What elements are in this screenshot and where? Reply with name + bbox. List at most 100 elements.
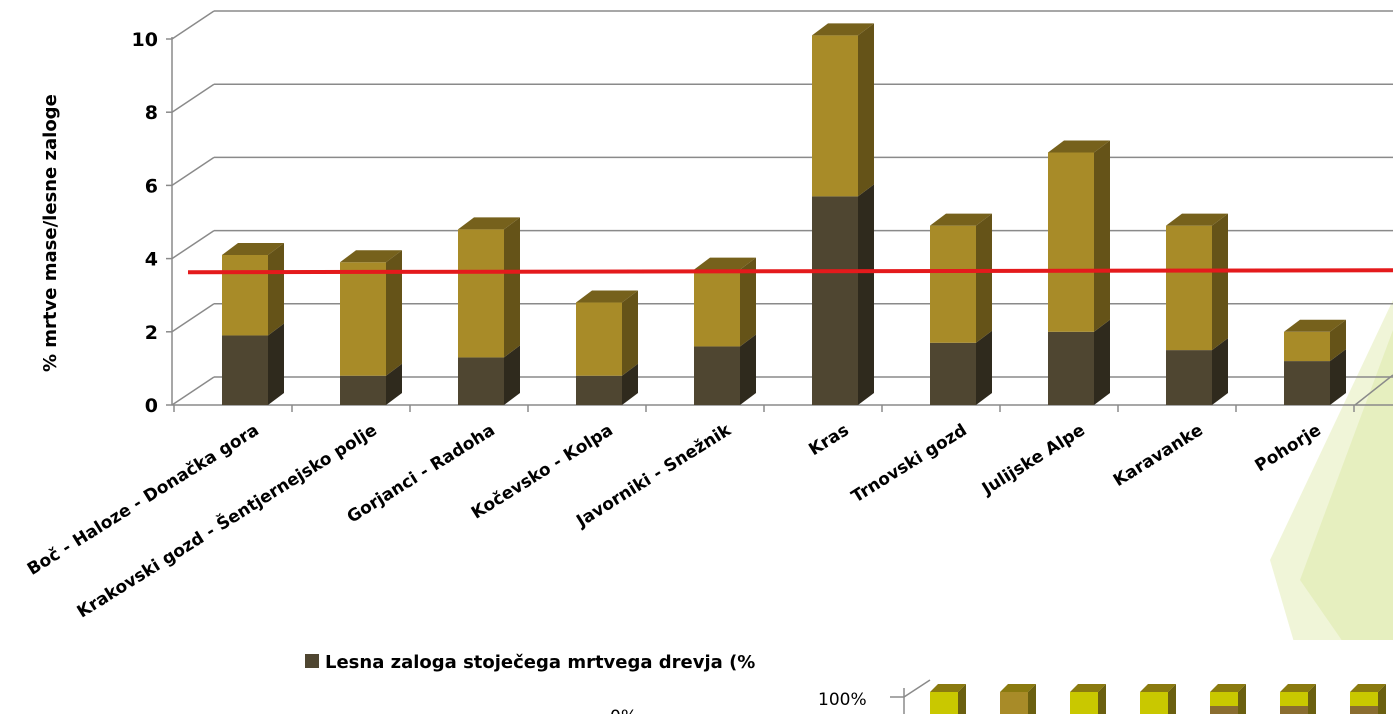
- inset-bar-side: [1378, 684, 1386, 714]
- inset-tick-100: 100%: [818, 690, 867, 710]
- bar-side: [504, 345, 520, 405]
- bar-top: [1166, 213, 1228, 226]
- bar-front: [576, 375, 622, 405]
- bar-top: [340, 250, 402, 263]
- inset-bar-top: [1350, 684, 1386, 692]
- bar-segment-gold: [930, 213, 992, 343]
- inset-fragment-label: 0%: [610, 707, 637, 714]
- bar-segment-dark: [812, 184, 874, 405]
- average-reference-line: [187, 268, 1393, 275]
- inset-bar-lower: [1210, 706, 1238, 714]
- bar-top: [1048, 140, 1110, 153]
- bar-front: [340, 375, 386, 405]
- inset-bar-side: [1168, 684, 1176, 714]
- bar-side: [976, 330, 992, 405]
- bar-segment-gold: [1048, 140, 1110, 332]
- bar-side: [1330, 319, 1346, 362]
- bar-side: [268, 323, 284, 405]
- gridline-wall: [171, 156, 215, 187]
- bar-top: [458, 217, 520, 230]
- bar-segment-dark: [222, 323, 284, 405]
- bar-side: [1212, 338, 1228, 405]
- inset-bar-front: [1070, 692, 1098, 714]
- bar-front: [1048, 331, 1094, 405]
- legend-swatch-dark: [305, 654, 319, 668]
- inset-bar: [1210, 684, 1246, 714]
- inset-bar-top: [1070, 684, 1106, 692]
- gridline-wall: [171, 303, 215, 333]
- bar-front: [930, 225, 976, 343]
- bar-segment-dark: [694, 334, 756, 405]
- bar-segment-gold: [694, 257, 756, 347]
- bar-segment-dark: [930, 330, 992, 405]
- bar-top: [222, 242, 284, 255]
- y-tick-label: 8: [145, 102, 158, 124]
- inset-bar-side: [1308, 684, 1316, 714]
- bar-front: [222, 254, 268, 336]
- bar-side: [976, 213, 992, 343]
- bar-side: [268, 242, 284, 336]
- y-tick-label: 2: [145, 322, 158, 344]
- bar-segment-dark: [576, 363, 638, 405]
- bar-side: [1094, 319, 1110, 405]
- bar-front: [812, 196, 858, 405]
- bar-segment-dark: [340, 363, 402, 405]
- inset-bar-top: [1210, 684, 1246, 692]
- inset-bar-top: [1000, 684, 1036, 692]
- bar-side: [740, 334, 756, 405]
- y-tick-label: 10: [132, 29, 158, 51]
- bar-segment-gold: [458, 217, 520, 358]
- bar-segment-dark: [1048, 319, 1110, 405]
- bar-front: [340, 262, 386, 376]
- inset-bar-lower: [1350, 706, 1378, 714]
- inset-bar-side: [1098, 684, 1106, 714]
- inset-bar-top: [1280, 684, 1316, 692]
- bar-top: [930, 213, 992, 226]
- bar-top: [694, 257, 756, 270]
- bar-front: [458, 229, 504, 358]
- gridline-wall: [171, 83, 215, 113]
- inset-bar-lower: [1000, 700, 1028, 714]
- inset-bar: [1000, 684, 1036, 714]
- bar-side: [1212, 213, 1228, 351]
- y-tick-label: 4: [145, 249, 158, 271]
- inset-bar: [1140, 684, 1176, 714]
- bar-segment-dark: [1284, 349, 1346, 405]
- floor-edge: [1354, 374, 1393, 406]
- gridline-wall: [171, 10, 215, 40]
- inset-gridline-wall: [903, 679, 931, 698]
- inset-bar-side: [1028, 684, 1036, 714]
- inset-bar: [930, 684, 966, 714]
- y-tick-label: 6: [145, 175, 158, 197]
- reference-line-layer: [187, 268, 1393, 275]
- bar-segment-gold: [222, 242, 284, 336]
- bar-side: [622, 363, 638, 405]
- bar-front: [1048, 152, 1094, 332]
- bar-front: [930, 342, 976, 405]
- inset-bars: [890, 679, 1386, 714]
- bar-front: [694, 346, 740, 405]
- y-tick-label: 0: [145, 395, 158, 417]
- bar-front: [1166, 350, 1212, 405]
- bar-segment-dark: [458, 345, 520, 405]
- bar-front: [1284, 361, 1330, 405]
- inset-bar: [1350, 684, 1386, 714]
- bar-segment-gold: [812, 23, 874, 197]
- inset-bar-side: [958, 684, 966, 714]
- bar-segment-gold: [1166, 213, 1228, 351]
- bar-front: [812, 35, 858, 197]
- bar-side: [504, 217, 520, 358]
- bar-side: [1094, 140, 1110, 332]
- bar-segment-gold: [1284, 319, 1346, 362]
- bar-front: [1284, 331, 1330, 362]
- bar-layer: [173, 23, 1355, 412]
- bar-segment-gold: [576, 290, 638, 376]
- bar-side: [1330, 349, 1346, 405]
- bar-side: [386, 363, 402, 405]
- inset-bar-lower: [1280, 706, 1308, 714]
- bar-top: [812, 23, 874, 36]
- inset-bar-top: [1140, 684, 1176, 692]
- bar-segment-gold: [340, 250, 402, 376]
